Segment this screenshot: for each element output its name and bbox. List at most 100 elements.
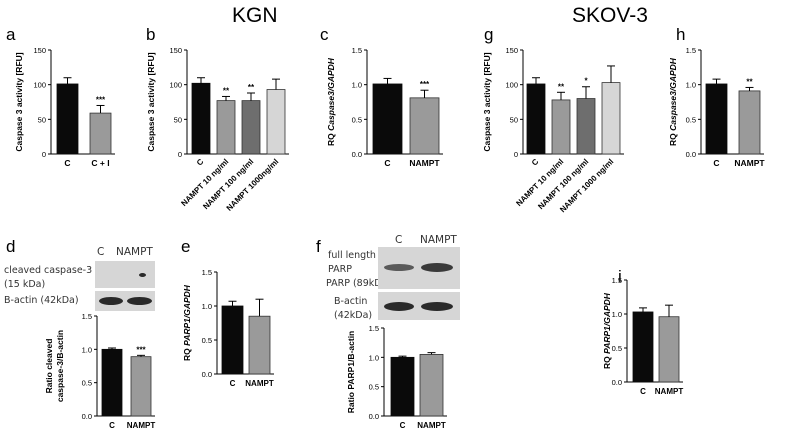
y-tick-label-f-0: 0.0	[369, 412, 379, 421]
y-tick-label-e-2: 1.0	[202, 302, 212, 311]
bar-a-1	[89, 112, 112, 155]
x-tick-label-d-0: C	[109, 421, 115, 430]
y-tick-label-c-0: 0.0	[352, 150, 362, 159]
y-tick-label-b-0: 0	[178, 150, 182, 159]
x-tick-label-f-0: C	[400, 421, 406, 430]
y-axis-title-b: Caspase 3 activity [RFU]	[146, 52, 156, 151]
y-tick-label-e-1: 0.5	[202, 336, 212, 345]
blot-d-caspase-image	[95, 261, 155, 288]
x-tick-label-a-1: C + I	[91, 158, 109, 168]
sig-marker-g-2: *	[584, 77, 588, 86]
header-skov3: SKOV-3	[572, 4, 648, 27]
x-tick-label-d-1: NAMPT	[127, 421, 156, 430]
sig-marker-b-1: **	[223, 86, 230, 95]
blot-d-bactin-image	[95, 291, 155, 311]
y-tick-label-a-1: 50	[38, 115, 46, 124]
y-axis-title-gene-c: Caspase3/GAPDH	[326, 57, 336, 131]
y-axis-title-prefix-e: RQ	[182, 346, 192, 361]
y-tick-label-a-3: 150	[33, 46, 46, 55]
y-tick-label-a-2: 100	[33, 81, 46, 90]
bar-a-0	[56, 83, 79, 155]
bar-i-1	[658, 316, 680, 383]
y-tick-label-a-0: 0	[42, 150, 46, 159]
x-tick-label-i-1: NAMPT	[655, 387, 684, 396]
blot-f-label-full: full length	[328, 250, 376, 261]
y-axis-title-a: Caspase 3 activity [RFU]	[14, 52, 24, 151]
bar-e-1	[248, 315, 271, 375]
y-tick-label-i-3: 1.5	[612, 276, 622, 285]
x-tick-label-c-0: C	[384, 158, 390, 168]
bar-b-3	[266, 89, 286, 155]
bar-e-0	[221, 305, 244, 375]
y-tick-label-i-0: 0.0	[612, 378, 622, 387]
panel-letter-b: b	[146, 25, 156, 44]
panel-letter-d: d	[6, 237, 16, 256]
x-tick-label-e-1: NAMPT	[245, 379, 274, 388]
blot-f-label-parp: PARP	[328, 264, 352, 275]
bar-i-0	[632, 311, 654, 383]
y-tick-label-g-1: 50	[510, 115, 518, 124]
blot-d-bactin-band-nampt	[127, 297, 152, 305]
y-tick-label-h-2: 1.0	[686, 81, 696, 90]
y-tick-label-b-1: 50	[174, 115, 182, 124]
y-tick-label-g-2: 100	[505, 81, 518, 90]
x-tick-label-g-0: C	[530, 157, 541, 168]
bar-d-0	[101, 348, 123, 417]
x-tick-label-i-0: C	[640, 387, 646, 396]
y-tick-label-c-1: 0.5	[352, 115, 362, 124]
panel-letter-h: h	[676, 25, 686, 44]
y-axis-title-d-line2: caspase-3/B-actin	[55, 330, 65, 402]
bar-f-0	[390, 356, 415, 417]
y-axis-title-gene-h: Caspase3/GAPDH	[668, 57, 678, 131]
bar-g-3	[601, 82, 621, 155]
sig-marker-g-1: **	[558, 82, 565, 91]
sig-marker-h-1: **	[746, 77, 753, 86]
panel-letter-c: c	[320, 25, 329, 44]
panel-letter-i: i	[618, 267, 622, 286]
y-axis-title-prefix-c: RQ	[326, 131, 336, 146]
bar-g-1	[551, 99, 571, 155]
blot-f-parp-band-nampt	[421, 263, 453, 272]
bar-h-0	[705, 83, 728, 155]
blot-f-col-c: C	[395, 234, 403, 246]
y-axis-title-e: RQ PARP1/GAPDH	[182, 284, 192, 361]
panel-letter-f: f	[316, 237, 321, 256]
blot-f-parp-image	[378, 247, 460, 289]
y-axis-title-gene-e: PARP1/GAPDH	[182, 284, 192, 346]
y-axis-title-c: RQ Caspase3/GAPDH	[326, 57, 336, 146]
bar-c-1	[409, 97, 440, 155]
blot-f-bactin-band-nampt	[421, 302, 453, 311]
y-axis-title-gene-i: PARP1/GAPDH	[602, 292, 612, 354]
bar-b-2	[241, 100, 261, 155]
sig-marker-c-1: ***	[420, 80, 430, 89]
x-tick-label-c-1: NAMPT	[409, 158, 440, 168]
x-tick-label-h-1: NAMPT	[734, 158, 765, 168]
blot-d-label-kda: (15 kDa)	[4, 279, 46, 290]
blot-d-bactin-band-c	[99, 297, 123, 305]
y-tick-label-c-2: 1.0	[352, 81, 362, 90]
y-tick-label-f-2: 1.0	[369, 353, 379, 362]
sig-marker-b-2: **	[248, 83, 255, 92]
y-tick-label-b-3: 150	[169, 46, 182, 55]
y-tick-label-h-0: 0.0	[686, 150, 696, 159]
blot-d-label-cleaved: cleaved caspase-3	[4, 265, 93, 276]
y-tick-label-e-3: 1.5	[202, 268, 212, 277]
y-tick-label-d-1: 0.5	[82, 379, 92, 388]
y-tick-label-d-2: 1.0	[82, 345, 92, 354]
bar-c-0	[372, 83, 403, 155]
bar-b-0	[191, 82, 211, 155]
x-tick-label-h-0: C	[713, 158, 719, 168]
y-axis-title-d-line1: Ratio cleaved	[44, 339, 54, 394]
x-tick-label-f-1: NAMPT	[417, 421, 446, 430]
y-tick-label-b-2: 100	[169, 81, 182, 90]
y-tick-label-h-3: 1.5	[686, 46, 696, 55]
panel-letter-a: a	[6, 25, 16, 44]
blot-f-bactin-band-c	[384, 302, 414, 311]
x-tick-label-b-0: C	[195, 157, 206, 168]
blot-d-col-c: C	[97, 246, 105, 258]
y-axis-title-prefix-h: RQ	[668, 131, 678, 146]
blot-d-label-bactin: B-actin (42kDa)	[4, 295, 79, 306]
y-axis-title-i: RQ PARP1/GAPDH	[602, 292, 612, 369]
panel-letter-e: e	[181, 237, 191, 256]
